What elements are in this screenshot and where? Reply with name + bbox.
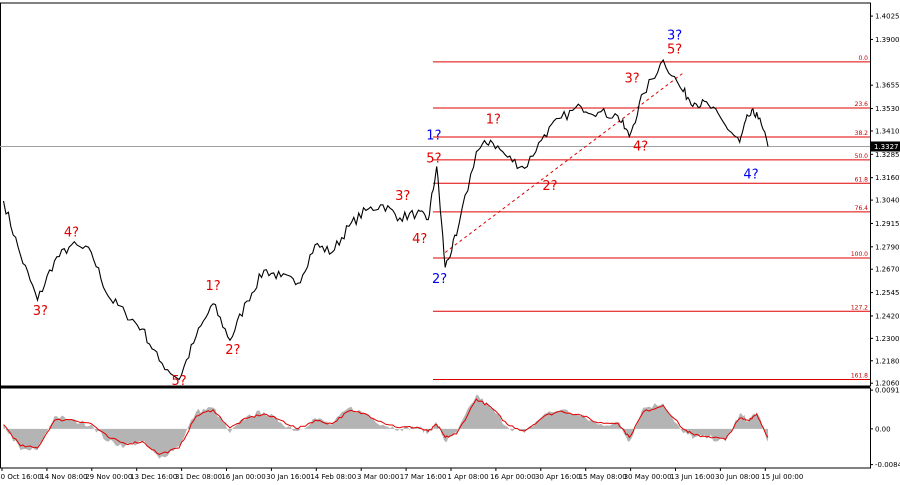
wave-label: 3?: [395, 189, 410, 204]
y-tick-label: 1.3410: [875, 127, 900, 135]
wave-label: 3?: [625, 71, 640, 86]
x-tick-label: 13 Jun 16:00: [670, 473, 714, 481]
x-tick-label: 3 Mar 00:00: [357, 473, 399, 481]
wave-label: 4?: [743, 168, 758, 183]
x-tick-label: 30 Jan 16:00: [266, 473, 310, 481]
wave-label: 1?: [205, 279, 220, 294]
wave-label: 5?: [426, 152, 441, 167]
y-tick-label: 1.2670: [875, 266, 900, 274]
x-tick-label: 30 Apr 16:00: [535, 473, 581, 481]
y-tick-label: 1.3655: [875, 82, 900, 90]
fib-level-label: 161.8: [851, 372, 868, 379]
x-tick-label: 1 Apr 08:00: [447, 473, 488, 481]
y-tick-label: 1.2545: [875, 289, 900, 297]
wave-label: 3?: [33, 304, 48, 319]
fib-level-label: 23.6: [855, 101, 869, 108]
osc-tick-label: 0.0091: [875, 387, 900, 395]
x-tick-label: 17 Mar 16:00: [400, 473, 447, 481]
x-tick-label: 16 Jan 00:00: [221, 473, 265, 481]
x-tick-label: 15 May 08:00: [579, 473, 627, 481]
fib-level-label: 38.2: [855, 130, 869, 137]
osc-tick-label: 0.00: [875, 425, 891, 433]
oscillator-panel-frame: [0, 387, 871, 469]
y-tick-label: 1.3530: [875, 105, 900, 113]
y-tick-label: 1.2790: [875, 243, 900, 251]
wave-label: 1?: [426, 128, 441, 143]
trendline: [444, 72, 684, 253]
x-tick-label: 30 May 00:00: [624, 473, 672, 481]
y-tick-label: 1.3900: [875, 36, 900, 44]
price-series-line: [2, 58, 769, 381]
x-tick-label: 29 Nov 00:00: [85, 473, 132, 481]
wave-label: 4?: [412, 232, 427, 247]
x-tick-label: 31 Dec 08:00: [175, 473, 222, 481]
x-tick-label: 15 Jul 00:00: [761, 473, 803, 481]
y-tick-label: 1.3285: [875, 151, 900, 159]
y-tick-label: 1.2300: [875, 335, 900, 343]
wave-label: 2?: [225, 343, 240, 358]
wave-label: 2?: [542, 179, 557, 194]
x-tick-label: 13 Dec 16:00: [130, 473, 177, 481]
x-tick-label: 14 Feb 08:00: [310, 473, 356, 481]
x-tick-label: 14 Nov 08:00: [40, 473, 87, 481]
x-tick-label: 30 Jun 08:00: [715, 473, 759, 481]
oscillator-signal-line: [3, 398, 769, 455]
fib-level-label: 127.2: [851, 304, 868, 311]
y-tick-label: 1.2915: [875, 220, 900, 228]
fib-level-label: 100.0: [851, 251, 868, 258]
oscillator-histogram: [3, 394, 768, 459]
fib-level-label: 76.4: [855, 205, 869, 212]
x-tick-label: 16 Apr 00:00: [490, 473, 536, 481]
current-price-label: 1.3327: [874, 143, 899, 151]
wave-label: 1?: [486, 113, 501, 128]
fib-level-label: 50.0: [855, 153, 869, 160]
wave-label: 5?: [667, 42, 682, 57]
y-tick-label: 1.2060: [875, 380, 900, 388]
price-panel-frame: [0, 2, 871, 387]
y-tick-label: 1.3160: [875, 174, 900, 182]
wave-label: 3?: [667, 28, 682, 43]
y-tick-label: 1.2420: [875, 312, 900, 320]
y-tick-label: 1.2180: [875, 357, 900, 365]
wave-label: 5?: [171, 374, 186, 389]
fib-level-label: 0.0: [858, 55, 868, 62]
wave-label: 4?: [64, 226, 79, 241]
current-price-badge: [871, 141, 900, 152]
osc-tick-label: -0.0084: [875, 461, 900, 469]
wave-label: 2?: [432, 272, 447, 287]
wave-label: 4?: [633, 140, 648, 155]
y-tick-label: 1.4025: [875, 13, 900, 21]
x-tick-label: 30 Oct 16:00: [0, 473, 42, 481]
fib-level-label: 61.8: [855, 176, 869, 183]
y-tick-label: 1.3040: [875, 197, 900, 205]
